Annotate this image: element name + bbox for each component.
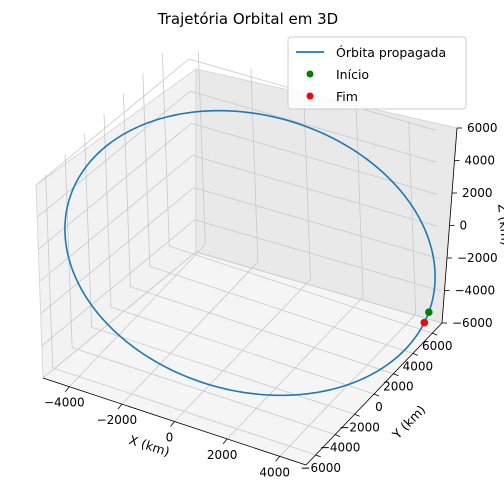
y-tick-mark-6 [432, 332, 438, 336]
x-tick-mark-4 [275, 456, 281, 462]
z-axis-label: Z (km) [495, 203, 504, 246]
z-axis: −6000 −4000 −2000 0 2000 4000 6000 Z (km) [441, 121, 504, 330]
chart-title: Trajetória Orbital em 3D [157, 10, 338, 28]
z-tick-label-3: 0 [460, 219, 468, 233]
z-grid-back-1 [194, 219, 441, 292]
y-grid-floor-1 [72, 347, 336, 435]
y-tick-label-1: −4000 [320, 441, 361, 455]
x-grid-back-2 [303, 86, 311, 280]
z-grid-back-5 [190, 90, 437, 163]
x-grid-back-1 [250, 69, 259, 263]
x-tick-label-2: 0 [166, 431, 174, 445]
z-tick-label-1: −4000 [455, 284, 496, 298]
y-grid-back-1 [64, 154, 73, 348]
legend-swatch-end [306, 92, 314, 100]
y-grid-floor-4 [130, 286, 394, 375]
legend-label-end: Fim [336, 89, 358, 104]
y-grid-floor-3 [110, 306, 375, 395]
x-tick-labels: −4000 −2000 0 2000 4000 [44, 386, 290, 479]
legend-frame [287, 36, 467, 110]
z-grid-left-3 [39, 155, 193, 282]
orbit-line [64, 109, 436, 397]
y-tick-mark-2 [354, 413, 360, 417]
x-tick-label-3: 2000 [207, 448, 238, 462]
y-grid-floor-2 [91, 326, 355, 415]
start-point [425, 308, 433, 316]
z-tick-label-5: 4000 [465, 154, 496, 168]
x-tick-label-4: 4000 [259, 465, 290, 479]
z-grid-left-5 [36, 90, 191, 218]
y-grid-back-0 [45, 174, 54, 368]
y-tick-mark-4 [393, 373, 399, 377]
z-grid-back-3 [192, 155, 439, 227]
legend-swatch-start [306, 70, 314, 78]
axes-panes [35, 68, 458, 466]
z-grid-left-4 [38, 123, 192, 250]
y-grid-floor-0 [52, 367, 316, 456]
y-tick-label-5: 4000 [403, 359, 434, 373]
x-grid-back-4 [408, 121, 417, 315]
x-tick-label-0: −4000 [44, 396, 85, 410]
y-tick-mark-3 [373, 393, 380, 397]
z-grid-left-0 [42, 251, 197, 379]
y-tick-label-0: −6000 [300, 461, 341, 475]
z-grid-left-2 [40, 187, 194, 314]
x-grid-back-3 [355, 103, 364, 297]
z-grid-left-1 [41, 219, 196, 347]
z-grid-back-0 [195, 251, 443, 324]
y-tick-mark-1 [334, 434, 341, 437]
z-tick-label-4: 2000 [462, 186, 493, 200]
z-tick-label-0: −6000 [452, 316, 493, 330]
x-tick-label-1: −2000 [97, 413, 138, 427]
legend: Órbita propagada Início Fim [287, 36, 467, 110]
x-tick-mark-2 [170, 421, 175, 427]
x-grid-back-0 [197, 51, 206, 245]
z-tick-label-6: 6000 [467, 121, 498, 135]
y-tick-label-6: 6000 [422, 339, 453, 353]
plot-area [64, 109, 436, 397]
x-tick-mark-1 [117, 403, 123, 410]
x-tick-mark-3 [222, 438, 228, 445]
x-tick-mark-0 [64, 386, 70, 392]
legend-label-orbit: Órbita propagada [336, 45, 446, 60]
y-grid-floor-5 [149, 266, 413, 354]
z-tick-labels: −6000 −4000 −2000 0 2000 4000 6000 [442, 121, 498, 330]
z-grid-back-4 [191, 122, 438, 195]
y-tick-mark-5 [412, 353, 419, 356]
y-tick-label-2: −2000 [339, 420, 380, 434]
y-grid-back-6 [161, 53, 170, 247]
end-point [420, 318, 429, 327]
y-grid-back-4 [123, 93, 131, 287]
legend-label-start: Início [336, 67, 369, 82]
y-tick-mark-0 [315, 454, 321, 458]
z-grid-left-6 [35, 58, 190, 186]
z-tick-label-2: −2000 [457, 251, 498, 265]
y-tick-label-3: 0 [375, 400, 383, 414]
y-grid-back-5 [142, 73, 151, 267]
y-tick-label-4: 2000 [383, 380, 414, 394]
z-grid-back-2 [193, 187, 440, 260]
y-grid-floor-6 [169, 245, 433, 334]
